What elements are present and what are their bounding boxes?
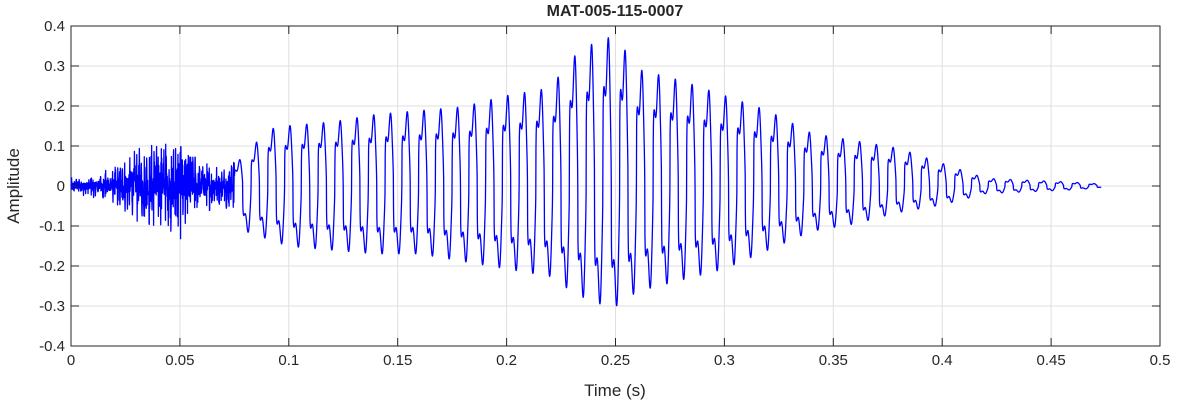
x-tick-label: 0.5: [1150, 352, 1171, 369]
y-tick-label: -0.4: [39, 338, 65, 355]
x-tick-label: 0.25: [601, 352, 630, 369]
amplitude-series: [70, 37, 1102, 307]
y-tick-label: 0.3: [44, 58, 65, 75]
x-tick-label: 0.4: [932, 352, 953, 369]
x-tick-label: 0.2: [496, 352, 517, 369]
y-tick-label: -0.1: [39, 218, 65, 235]
x-axis-ticks: 0 0.05 0.1 0.15 0.2 0.25 0.3 0.35 0.4 0.45 0.5: [67, 26, 1171, 369]
y-axis-label: Amplitude: [4, 148, 23, 224]
y-tick-label: 0.4: [44, 18, 65, 35]
y-tick-label: -0.2: [39, 258, 65, 275]
x-tick-label: 0.3: [714, 352, 735, 369]
y-tick-label: 0.2: [44, 98, 65, 115]
y-tick-label: 0: [57, 178, 65, 195]
signal-line: [70, 37, 1102, 307]
x-tick-label: 0: [67, 352, 75, 369]
x-tick-label: 0.05: [165, 352, 194, 369]
x-tick-label: 0.35: [819, 352, 848, 369]
y-tick-label: 0.1: [44, 138, 65, 155]
x-tick-label: 0.15: [383, 352, 412, 369]
y-axis-ticks: -0.4 -0.3 -0.2 -0.1 0 0.1 0.2 0.3 0.4: [39, 18, 1160, 355]
x-axis-label: Time (s): [584, 381, 646, 400]
x-tick-label: 0.1: [278, 352, 299, 369]
x-tick-label: 0.45: [1036, 352, 1065, 369]
y-tick-label: -0.3: [39, 298, 65, 315]
chart-title: MAT-005-115-0007: [547, 3, 684, 20]
